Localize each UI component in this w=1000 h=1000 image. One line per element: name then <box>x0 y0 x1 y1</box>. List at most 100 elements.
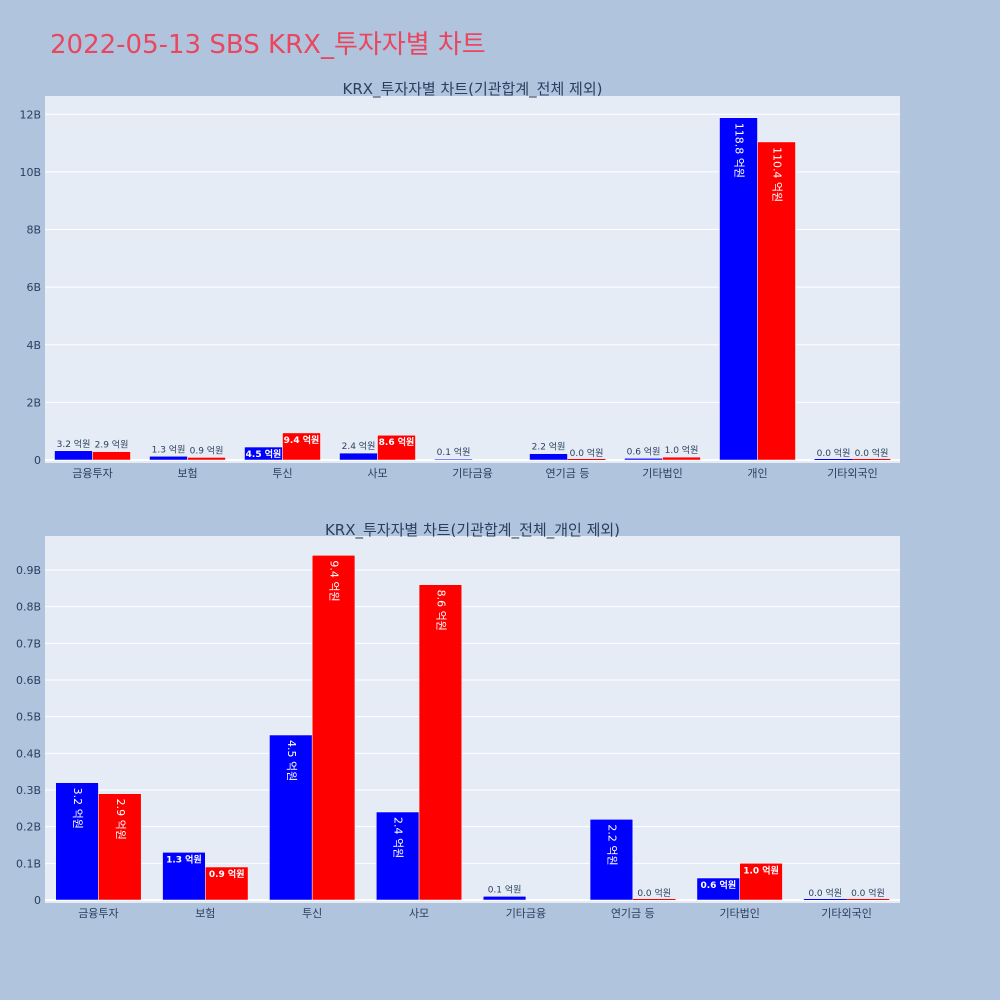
data-label: 0.1 억원 <box>437 446 471 458</box>
bar-buy <box>54 450 93 461</box>
data-label: 110.4 억원 <box>771 147 784 202</box>
x-tick-label: 기타외국인 <box>827 467 878 480</box>
x-tick-label: 연기금 등 <box>611 907 655 920</box>
y-tick-label: 0.8B <box>16 601 41 614</box>
x-tick-label: 금융투자 <box>72 467 112 480</box>
data-label: 0.0 억원 <box>570 447 604 459</box>
data-label: 1.0 억원 <box>665 444 699 456</box>
data-label: 4.5 억원 <box>246 448 282 460</box>
x-tick-label: 기타외국인 <box>821 907 872 920</box>
bar-buy <box>376 811 420 901</box>
page-title: 2022-05-13 SBS KRX_투자자별 차트 <box>50 30 486 60</box>
chart-2: 0 0.1B 0.2B 0.3B 0.4B 0.5B 0.6B 0.7B 0.8B 0.9B KRX… <box>16 521 900 920</box>
data-label: 2.2 억원 <box>605 824 618 865</box>
x-tick-label: 투신 <box>272 467 292 480</box>
x-tick-label: 연기금 등 <box>546 467 590 480</box>
bar-buy <box>624 458 663 461</box>
y-tick-label: 10B <box>19 166 41 179</box>
data-label: 0.0 억원 <box>817 447 851 459</box>
chart-title: KRX_투자자별 차트(기관합계_전체_개인 제외) <box>325 521 620 540</box>
data-label: 0.6 억원 <box>627 445 661 457</box>
x-tick-label: 사모 <box>409 907 429 920</box>
bar-buy <box>803 899 847 900</box>
bar-buy <box>482 896 527 901</box>
data-label: 9.4 억원 <box>284 434 320 446</box>
data-label: 9.4 억원 <box>328 560 341 601</box>
x-tick-label: 투신 <box>302 907 322 920</box>
bar-sell <box>739 863 783 901</box>
bar-sell <box>92 451 131 461</box>
y-tick-label: 8B <box>26 224 41 237</box>
data-label: 2.9 억원 <box>114 799 127 840</box>
y-tick-label: 0.3B <box>16 784 41 797</box>
y-tick-label: 12B <box>19 108 41 121</box>
data-label: 3.2 억원 <box>71 788 84 829</box>
y-tick-label: 0.7B <box>16 637 41 650</box>
data-label: 1.3 억원 <box>152 443 186 455</box>
bar-sell <box>282 432 321 461</box>
chart-1: 0 2B 4B 6B 8B 10B 12B KRX_투자자별 차트(기관합계_전체 제외) 금융… <box>19 80 900 480</box>
data-label: 0.0 억원 <box>637 887 671 899</box>
y-tick-label: 0.2B <box>16 821 41 834</box>
data-label: 1.0 억원 <box>743 864 779 876</box>
y-tick-label: 6B <box>26 281 41 294</box>
bar-buy <box>339 452 378 461</box>
x-tick-label: 개인 <box>747 467 767 480</box>
data-label: 0.0 억원 <box>808 887 842 899</box>
bar-sell <box>662 456 701 461</box>
y-tick-label: 4B <box>26 339 41 352</box>
bar-sell <box>852 459 891 460</box>
x-tick-label: 기타법인 <box>719 907 759 920</box>
bar-sell <box>311 555 356 901</box>
plot-area <box>45 536 900 903</box>
x-tick-label: 기타금융 <box>452 467 492 480</box>
bar-sell <box>98 793 142 901</box>
y-tick-label: 2B <box>26 396 41 409</box>
data-label: 4.5 억원 <box>285 740 298 781</box>
data-label: 0.0 억원 <box>851 887 885 899</box>
y-tick-label: 0.4B <box>16 747 41 760</box>
data-label: 2.4 억원 <box>342 440 376 452</box>
y-tick-label: 0.6B <box>16 674 41 687</box>
data-label: 8.6 억원 <box>379 436 415 448</box>
bar-buy <box>269 734 313 901</box>
y-tick-label: 0.1B <box>16 857 41 870</box>
data-label: 3.2 억원 <box>57 438 91 450</box>
x-tick-label: 기타법인 <box>642 467 682 480</box>
bar-buy <box>529 453 568 461</box>
bar-buy <box>162 852 206 901</box>
data-label: 2.4 억원 <box>392 817 405 858</box>
x-tick-label: 기타금융 <box>506 907 546 920</box>
x-tick-label: 보험 <box>177 467 197 480</box>
data-label: 118.8 억원 <box>733 123 746 178</box>
y-tick-label: 0.5B <box>16 711 41 724</box>
y-tick-label: 0.9B <box>16 564 41 577</box>
bar-sell <box>418 584 463 901</box>
data-label: 0.0 억원 <box>855 447 889 459</box>
bar-sell <box>187 457 226 461</box>
bar-sell <box>757 141 796 461</box>
data-label: 2.9 억원 <box>95 439 129 451</box>
data-label: 8.6 억원 <box>434 590 447 631</box>
bar-sell <box>567 459 606 460</box>
chart-title: KRX_투자자별 차트(기관합계_전체 제외) <box>343 80 603 99</box>
x-tick-label: 사모 <box>367 467 387 480</box>
bar-buy <box>814 459 853 460</box>
bar-buy <box>719 117 758 461</box>
data-label: 0.9 억원 <box>190 444 224 456</box>
data-label: 0.6 억원 <box>700 879 736 891</box>
bar-sell <box>632 899 676 900</box>
bar-sell <box>846 899 890 900</box>
data-label: 0.1 억원 <box>488 883 522 895</box>
data-label: 1.3 억원 <box>166 853 202 865</box>
bar-sell <box>205 866 249 901</box>
data-label: 0.9 억원 <box>209 868 245 880</box>
bar-buy <box>589 819 634 901</box>
x-tick-label: 보험 <box>195 907 215 920</box>
bar-buy <box>149 456 188 461</box>
bar-buy <box>434 458 473 461</box>
data-label: 2.2 억원 <box>532 441 566 453</box>
x-tick-label: 금융투자 <box>78 907 118 920</box>
y-tick-label: 0 <box>34 894 41 907</box>
